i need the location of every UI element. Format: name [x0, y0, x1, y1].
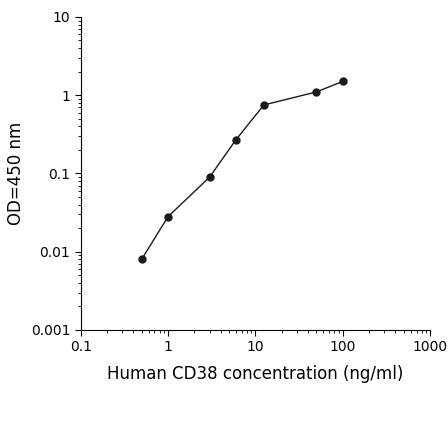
Y-axis label: OD=450 nm: OD=450 nm [7, 122, 25, 225]
X-axis label: Human CD38 concentration (ng/ml): Human CD38 concentration (ng/ml) [107, 365, 404, 384]
